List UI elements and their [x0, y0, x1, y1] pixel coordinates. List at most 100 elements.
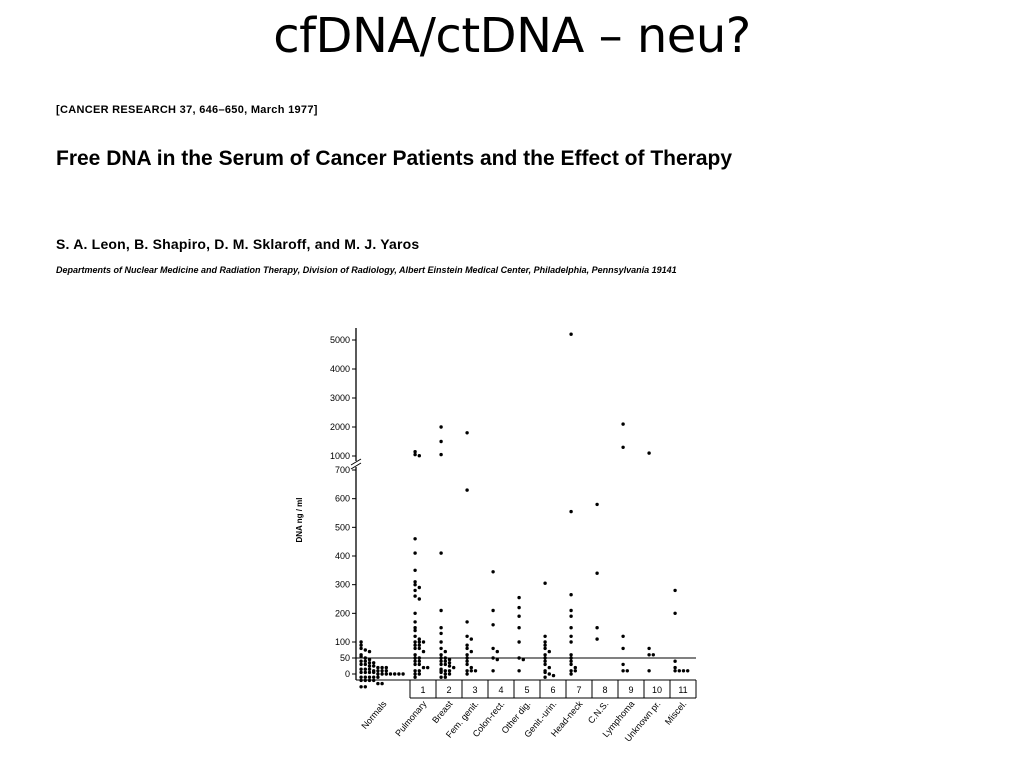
- data-point: [569, 656, 573, 660]
- data-point: [569, 626, 573, 630]
- data-point: [465, 653, 469, 657]
- data-point: [439, 626, 443, 630]
- data-point: [413, 634, 417, 638]
- data-point: [359, 667, 363, 671]
- data-point: [372, 661, 376, 665]
- data-point: [417, 646, 421, 651]
- dna-scatter-figure: 0 50 100 200 300 400 500 600 700 1000 2000 3000 4000…: [295, 328, 697, 744]
- y-tick-label: 400: [335, 551, 350, 561]
- data-point: [363, 667, 367, 671]
- data-point: [447, 669, 452, 673]
- data-point: [595, 502, 599, 507]
- data-point: [517, 614, 521, 618]
- data-point: [421, 665, 426, 670]
- data-point: [413, 588, 417, 593]
- data-point: [413, 568, 417, 572]
- data-point: [625, 669, 629, 673]
- data-point: [363, 670, 367, 675]
- data-point: [376, 681, 380, 686]
- data-point: [372, 675, 376, 679]
- data-point: [452, 665, 456, 670]
- data-point: [363, 662, 367, 667]
- data-point: [413, 669, 417, 673]
- data-point: [367, 670, 372, 675]
- article-authors: S. A. Leon, B. Shapiro, D. M. Sklaroff, …: [56, 236, 420, 252]
- data-point: [543, 653, 547, 657]
- data-point: [491, 623, 495, 627]
- category-number: 5: [524, 685, 529, 695]
- data-point: [413, 611, 417, 615]
- data-point: [469, 649, 473, 654]
- slide-title: cfDNA/ctDNA – neu?: [273, 8, 751, 64]
- data-point: [547, 672, 551, 676]
- data-point: [439, 439, 443, 444]
- data-point: [367, 675, 372, 679]
- data-point: [495, 657, 499, 662]
- data-point: [363, 656, 367, 660]
- chart-axes: [350, 328, 697, 699]
- data-point: [681, 669, 686, 673]
- y-axis-label: DNA ng / ml: [295, 497, 304, 542]
- data-point: [417, 585, 421, 590]
- data-point: [447, 672, 452, 676]
- category-name: Normals: [359, 698, 389, 730]
- data-point: [413, 626, 417, 630]
- data-point: [686, 669, 690, 673]
- y-tick-label: 100: [335, 637, 350, 647]
- data-point: [595, 626, 599, 630]
- data-point: [372, 678, 376, 683]
- data-point: [372, 664, 376, 668]
- data-point: [413, 672, 417, 676]
- data-point: [384, 665, 388, 670]
- category-number: 4: [498, 685, 503, 695]
- category-number: 3: [472, 685, 477, 695]
- data-point: [417, 659, 421, 663]
- data-point: [417, 656, 421, 660]
- data-point: [443, 669, 447, 673]
- data-point: [393, 672, 397, 676]
- data-point: [569, 653, 573, 657]
- data-point: [421, 649, 426, 654]
- data-point: [465, 672, 469, 676]
- data-point: [439, 608, 443, 613]
- data-point: [417, 597, 421, 601]
- data-point: [491, 570, 495, 574]
- data-point: [517, 656, 521, 660]
- data-point: [413, 653, 417, 657]
- data-point: [543, 581, 547, 585]
- data-point: [569, 662, 573, 667]
- data-point: [621, 422, 625, 426]
- y-tick-label: 5000: [330, 335, 350, 345]
- data-point: [367, 678, 372, 683]
- data-point: [359, 654, 363, 659]
- data-point: [413, 450, 417, 454]
- data-point: [465, 646, 469, 651]
- data-point: [673, 588, 677, 593]
- chart-ticks: 0 50 100 200 300 400 500 600 700 1000 2000 3000 4000…: [330, 335, 356, 679]
- data-point: [543, 643, 547, 647]
- data-point: [439, 662, 443, 667]
- category-name: Breast: [430, 698, 455, 725]
- data-point: [426, 665, 430, 670]
- data-point: [380, 665, 384, 670]
- data-point: [439, 656, 443, 660]
- data-point: [367, 667, 372, 671]
- data-point: [517, 640, 521, 644]
- data-point: [647, 653, 651, 657]
- category-number: 7: [576, 685, 581, 695]
- data-point: [473, 669, 478, 673]
- data-point: [413, 646, 417, 651]
- data-point: [465, 634, 469, 638]
- data-point: [421, 640, 426, 644]
- data-point: [413, 643, 417, 647]
- data-point: [413, 551, 417, 555]
- data-point: [447, 657, 452, 662]
- data-point: [447, 661, 452, 665]
- data-point: [465, 656, 469, 660]
- data-point: [417, 669, 421, 673]
- data-point: [413, 628, 417, 633]
- data-point: [413, 659, 417, 663]
- data-point: [543, 662, 547, 667]
- data-point: [677, 669, 681, 673]
